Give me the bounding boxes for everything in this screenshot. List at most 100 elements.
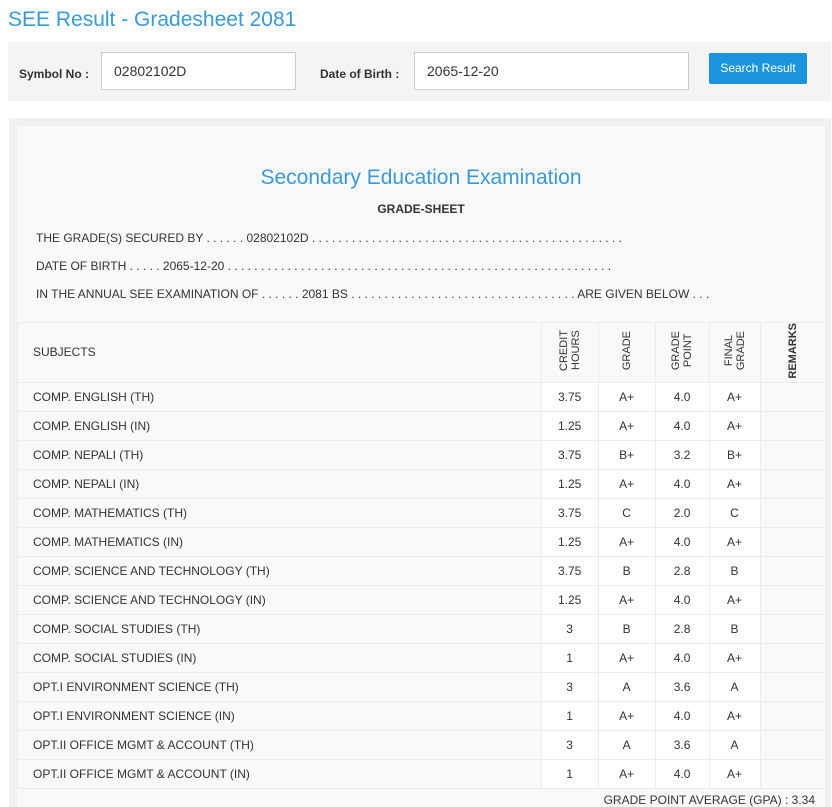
grade-cell: A+ <box>597 468 656 499</box>
final-grade-cell: A+ <box>708 642 761 673</box>
gradesheet-heading: GRADE-SHEET <box>377 202 465 216</box>
credit-hours-cell: 1.25 <box>540 584 599 615</box>
final-grade-cell: B <box>708 613 761 644</box>
remarks-cell <box>759 613 825 644</box>
grade-point-cell: 3.6 <box>654 729 710 760</box>
credit-hours-cell: 3.75 <box>540 439 599 470</box>
credit-hours-cell: 3.75 <box>540 497 599 528</box>
grade-cell: A+ <box>597 642 656 673</box>
table-row: COMP. SOCIAL STUDIES (TH) 3 B 2.8 B <box>17 613 825 644</box>
remarks-cell <box>759 758 825 789</box>
grade-point-cell: 2.8 <box>654 555 710 586</box>
final-grade-cell: A+ <box>708 381 761 412</box>
dob-input[interactable] <box>414 52 689 90</box>
final-grade-cell: A+ <box>708 584 761 615</box>
remarks-cell <box>759 410 825 441</box>
credit-hours-cell: 1.25 <box>540 468 599 499</box>
exam-title: Secondary Education Examination <box>260 166 582 189</box>
credit-hours-cell: 3.75 <box>540 381 599 412</box>
grade-point-cell: 4.0 <box>654 642 710 673</box>
gradesheet-panel: Secondary Education Examination GRADE-SH… <box>9 118 831 807</box>
final-grade-cell: A+ <box>708 758 761 789</box>
col-final-grade: FINAL GRADE <box>708 322 761 383</box>
subject-cell: COMP. NEPALI (IN) <box>17 468 542 499</box>
table-row: COMP. ENGLISH (IN) 1.25 A+ 4.0 A+ <box>17 410 825 441</box>
grade-point-cell: 2.8 <box>654 613 710 644</box>
final-grade-cell: B+ <box>708 439 761 470</box>
search-result-button[interactable]: Search Result <box>709 53 807 84</box>
search-form: Symbol No : Date of Birth : Search Resul… <box>8 42 831 101</box>
table-row: OPT.I ENVIRONMENT SCIENCE (TH) 3 A 3.6 A <box>17 671 825 702</box>
subject-cell: OPT.I ENVIRONMENT SCIENCE (IN) <box>17 700 542 731</box>
grade-cell: B+ <box>597 439 656 470</box>
subject-cell: COMP. ENGLISH (TH) <box>17 381 542 412</box>
grade-point-cell: 3.6 <box>654 671 710 702</box>
credit-hours-cell: 3 <box>540 613 599 644</box>
symbol-no-label: Symbol No : <box>19 67 90 81</box>
final-grade-cell: A+ <box>708 700 761 731</box>
subject-cell: COMP. SOCIAL STUDIES (IN) <box>17 642 542 673</box>
grade-point-cell: 4.0 <box>654 410 710 441</box>
page-title: SEE Result - Gradesheet 2081 <box>8 8 297 31</box>
subject-cell: COMP. NEPALI (TH) <box>17 439 542 470</box>
col-grade-point: GRADE POINT <box>654 322 710 383</box>
subject-cell: COMP. SCIENCE AND TECHNOLOGY (TH) <box>17 555 542 586</box>
subject-cell: OPT.II OFFICE MGMT & ACCOUNT (TH) <box>17 729 542 760</box>
remarks-cell <box>759 729 825 760</box>
final-grade-cell: A <box>708 671 761 702</box>
table-row: COMP. NEPALI (IN) 1.25 A+ 4.0 A+ <box>17 468 825 499</box>
secured-by-line: THE GRADE(S) SECURED BY . . . . . . 0280… <box>36 231 622 245</box>
grade-point-cell: 4.0 <box>654 758 710 789</box>
table-row: COMP. NEPALI (TH) 3.75 B+ 3.2 B+ <box>17 439 825 470</box>
credit-hours-cell: 1 <box>540 642 599 673</box>
table-row: COMP. ENGLISH (TH) 3.75 A+ 4.0 A+ <box>17 381 825 412</box>
table-row: COMP. SCIENCE AND TECHNOLOGY (IN) 1.25 A+ 4… <box>17 584 825 615</box>
table-row: COMP. SOCIAL STUDIES (IN) 1 A+ 4.0 A+ <box>17 642 825 673</box>
remarks-cell <box>759 555 825 586</box>
table-row: COMP. MATHEMATICS (TH) 3.75 C 2.0 C <box>17 497 825 528</box>
examination-line: IN THE ANNUAL SEE EXAMINATION OF . . . .… <box>36 287 710 301</box>
grade-cell: A+ <box>597 700 656 731</box>
grade-cell: A+ <box>597 584 656 615</box>
remarks-cell <box>759 497 825 528</box>
final-grade-cell: A <box>708 729 761 760</box>
table-row: COMP. MATHEMATICS (IN) 1.25 A+ 4.0 A+ <box>17 526 825 557</box>
credit-hours-cell: 1 <box>540 758 599 789</box>
subject-cell: COMP. MATHEMATICS (IN) <box>17 526 542 557</box>
final-grade-cell: A+ <box>708 468 761 499</box>
credit-hours-cell: 3 <box>540 671 599 702</box>
gpa-summary: GRADE POINT AVERAGE (GPA) : 3.34 <box>603 793 815 807</box>
grade-point-cell: 4.0 <box>654 526 710 557</box>
credit-hours-cell: 1 <box>540 700 599 731</box>
final-grade-cell: C <box>708 497 761 528</box>
subject-cell: OPT.I ENVIRONMENT SCIENCE (TH) <box>17 671 542 702</box>
remarks-cell <box>759 381 825 412</box>
table-row: COMP. SCIENCE AND TECHNOLOGY (TH) 3.75 B 2.… <box>17 555 825 586</box>
gradesheet: Secondary Education Examination GRADE-SH… <box>17 126 825 807</box>
table-row: OPT.I ENVIRONMENT SCIENCE (IN) 1 A+ 4.0 A+ <box>17 700 825 731</box>
subject-cell: COMP. SOCIAL STUDIES (TH) <box>17 613 542 644</box>
col-subjects: SUBJECTS <box>17 322 542 383</box>
credit-hours-cell: 3.75 <box>540 555 599 586</box>
col-grade: GRADE <box>597 322 656 383</box>
grade-cell: A+ <box>597 526 656 557</box>
grade-cell: C <box>597 497 656 528</box>
col-remarks: REMARKS <box>759 322 825 383</box>
grade-point-cell: 3.2 <box>654 439 710 470</box>
remarks-cell <box>759 700 825 731</box>
symbol-no-input[interactable] <box>101 52 296 90</box>
grades-table: SUBJECTS CREDIT HOURS GRADE GRADE POINT … <box>17 322 825 789</box>
subject-cell: OPT.II OFFICE MGMT & ACCOUNT (IN) <box>17 758 542 789</box>
subject-cell: COMP. MATHEMATICS (TH) <box>17 497 542 528</box>
credit-hours-cell: 3 <box>540 729 599 760</box>
grade-point-cell: 4.0 <box>654 584 710 615</box>
final-grade-cell: B <box>708 555 761 586</box>
grade-point-cell: 2.0 <box>654 497 710 528</box>
grade-cell: A+ <box>597 758 656 789</box>
table-row: OPT.II OFFICE MGMT & ACCOUNT (IN) 1 A+ 4.0 A… <box>17 758 825 789</box>
remarks-cell <box>759 439 825 470</box>
grade-cell: B <box>597 613 656 644</box>
credit-hours-cell: 1.25 <box>540 526 599 557</box>
grade-cell: A <box>597 671 656 702</box>
final-grade-cell: A+ <box>708 526 761 557</box>
